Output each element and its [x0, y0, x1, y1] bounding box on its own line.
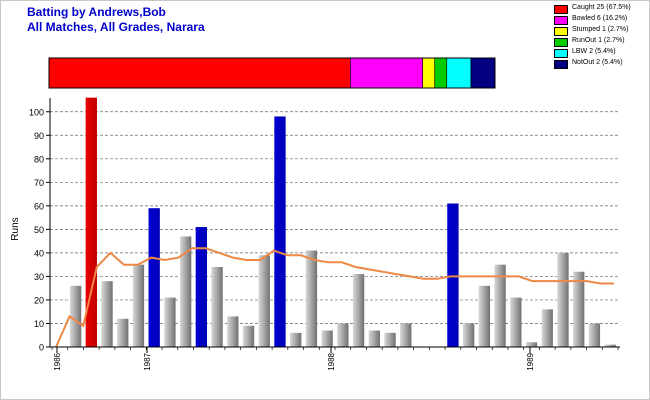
chart-subtitle: All Matches, All Grades, Narara [27, 20, 205, 34]
bar [227, 316, 239, 347]
y-tick-label: 20 [34, 295, 44, 305]
y-tick-label: 10 [34, 319, 44, 329]
stacked-segment-runout [434, 57, 448, 89]
chart-title: Batting by Andrews,Bob [27, 5, 166, 19]
bar [164, 297, 176, 347]
legend-swatch [554, 27, 568, 36]
stacked-segment-caught [48, 57, 351, 89]
y-axis-label: Runs [10, 217, 21, 240]
average-line [55, 247, 614, 348]
stacked-segment-stumped [422, 57, 436, 89]
y-tick-label: 30 [34, 272, 44, 282]
legend-label: Bowled 6 (16.2%) [572, 15, 628, 22]
legend-label: NotOut 2 (5.4%) [572, 59, 623, 66]
y-tick-label: 50 [34, 225, 44, 235]
bar [462, 323, 475, 347]
bar [305, 250, 318, 347]
x-tick-label: 1989 [526, 352, 535, 370]
bar [132, 264, 145, 347]
bar [573, 271, 585, 347]
bar [274, 116, 286, 347]
y-tick-label: 70 [34, 178, 44, 188]
legend-swatch [554, 38, 568, 47]
bar [604, 344, 616, 347]
bar [258, 255, 270, 347]
bar [494, 264, 506, 347]
bar [321, 330, 333, 347]
bar [557, 252, 569, 347]
bar [541, 309, 553, 347]
y-tick-label: 40 [34, 248, 44, 258]
bar [179, 236, 192, 347]
bar [510, 297, 522, 347]
legend-label: RunOut 1 (2.7%) [572, 37, 625, 44]
legend-swatch [554, 5, 568, 14]
legend-label: LBW 2 (5.4%) [572, 48, 616, 55]
x-tick-label: 1988 [327, 352, 336, 370]
legend-label: Caught 25 (67.5%) [572, 4, 631, 11]
bar [588, 323, 601, 347]
y-tick-label: 60 [34, 201, 44, 211]
bar [352, 274, 365, 347]
bar [525, 342, 538, 347]
stacked-segment-bowled [350, 57, 423, 89]
legend-swatch [554, 16, 568, 25]
bar [447, 203, 459, 347]
bar [148, 208, 160, 347]
bar [117, 318, 129, 347]
bar [85, 97, 97, 348]
bar [69, 285, 82, 347]
bar [337, 323, 349, 347]
bar [101, 281, 113, 347]
bar [195, 227, 208, 347]
legend-label: Stumped 1 (2.7%) [572, 26, 629, 33]
bar [290, 332, 302, 347]
legend-swatch [554, 60, 568, 69]
bar [400, 323, 412, 347]
y-tick-label: 100 [29, 107, 44, 117]
bar [384, 332, 396, 347]
x-tick-label: 1986 [53, 352, 62, 370]
bar [242, 325, 255, 347]
bar [211, 267, 223, 347]
stacked-segment-notout [470, 57, 496, 89]
bar [478, 285, 491, 347]
x-tick-label: 1987 [143, 352, 152, 370]
stacked-segment-lbw [446, 57, 472, 89]
legend-swatch [554, 49, 568, 58]
y-tick-label: 90 [34, 131, 44, 141]
bar [368, 330, 380, 347]
y-tick-label: 0 [39, 343, 44, 353]
y-tick-label: 80 [34, 154, 44, 164]
stacked-bar-outline [48, 57, 496, 89]
